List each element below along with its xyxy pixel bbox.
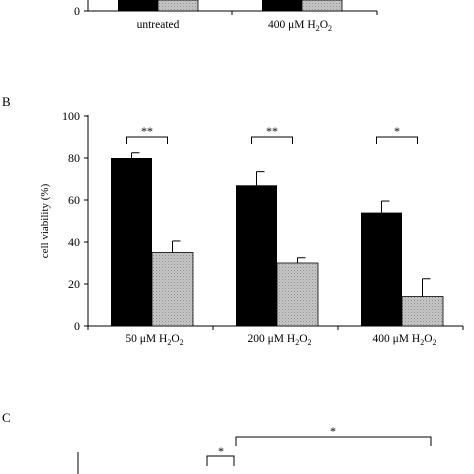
panel-a-category-label: untreated	[137, 19, 180, 31]
bar-grey	[276, 262, 319, 327]
y-tick-label: 60	[68, 193, 80, 207]
significance-label: *	[394, 124, 400, 138]
panel-c: C * *	[2, 410, 432, 474]
significance-label: **	[266, 124, 278, 138]
bar-grey	[151, 252, 194, 327]
panel-b-label: B	[2, 94, 11, 109]
y-tick-label: 0	[74, 319, 80, 333]
y-tick-label: 80	[68, 151, 80, 165]
panel-b-x-ticks	[87, 326, 464, 330]
bar-grey	[401, 296, 444, 327]
panel-c-significance-bracket	[235, 436, 432, 446]
significance-label: **	[141, 124, 153, 138]
category-label: 200 μM H2O2	[247, 333, 311, 347]
panel-c-label: C	[2, 410, 11, 425]
panel-a-bar-h2o2-grey	[301, 0, 343, 12]
panel-a-category-label: 400 μM H2O2	[268, 19, 332, 33]
category-label: 50 μM H2O2	[125, 333, 183, 347]
panel-a-tick-label: 0	[74, 4, 80, 18]
y-tick-label: 20	[68, 277, 80, 291]
panel-b-significance: ** ** *	[126, 124, 418, 144]
significance-bracket	[376, 136, 418, 144]
panel-a-bar-h2o2-black	[262, 0, 302, 11]
panel-a-bar-untreated-black	[118, 0, 158, 11]
significance-bracket	[126, 136, 168, 144]
panel-a-bar-untreated-grey	[157, 0, 199, 12]
panel-b-y-ticks: 0 20 40 60 80 100	[62, 109, 88, 333]
y-tick-label: 40	[68, 235, 80, 249]
panel-b-category-labels: 50 μM H2O2 200 μM H2O2 400 μM H2O2	[125, 333, 436, 347]
bar-black	[236, 185, 277, 326]
panel-c-significance-bracket	[206, 455, 235, 466]
panel-b-y-axis-label: cell viability (%)	[39, 183, 51, 258]
category-label: 400 μM H2O2	[372, 333, 436, 347]
panel-b-bars	[111, 152, 444, 327]
panel-a: 0 untreated 400 μM H2O2	[74, 0, 378, 33]
panel-c-significance-label: *	[218, 444, 224, 458]
y-tick-label: 100	[62, 109, 80, 123]
bar-black	[361, 212, 402, 326]
significance-bracket	[251, 136, 293, 144]
bar-black	[111, 158, 152, 326]
panel-c-significance-label: *	[330, 424, 336, 438]
